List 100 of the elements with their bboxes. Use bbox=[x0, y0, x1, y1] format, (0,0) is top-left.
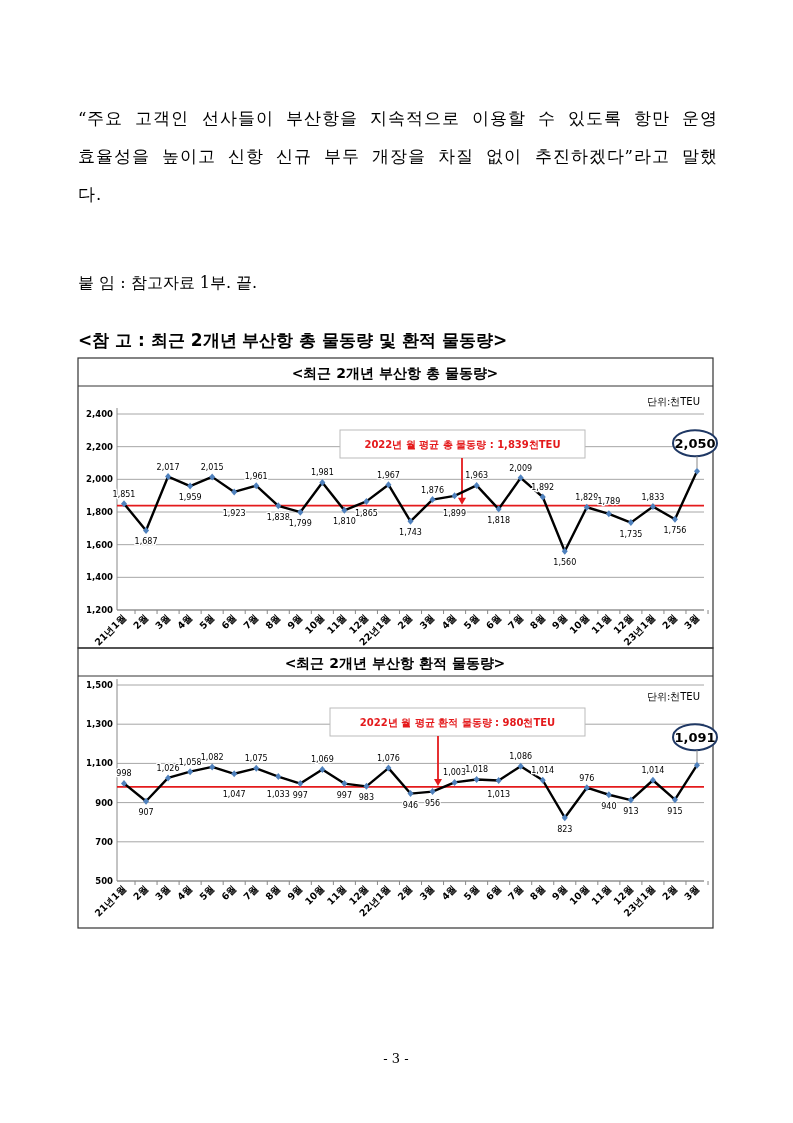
x-tick-label: 8월 bbox=[527, 611, 548, 632]
y-tick-label: 900 bbox=[95, 797, 114, 808]
x-tick-label: 5월 bbox=[461, 882, 482, 903]
data-label: 2,017 bbox=[156, 462, 180, 472]
x-tick-label: 9월 bbox=[549, 882, 570, 903]
x-tick-label: 7월 bbox=[241, 611, 261, 632]
data-label: 1,818 bbox=[487, 516, 511, 526]
x-tick-label: 8월 bbox=[263, 882, 283, 903]
x-tick-label: 2월 bbox=[130, 611, 151, 632]
y-tick-label: 1,200 bbox=[86, 605, 114, 615]
y-tick-label: 1,800 bbox=[86, 507, 114, 517]
data-label: 1,069 bbox=[310, 755, 334, 765]
x-tick-label: 6월 bbox=[483, 882, 504, 903]
text: - 3 - bbox=[383, 1051, 409, 1066]
data-label: 915 bbox=[667, 806, 683, 816]
data-label: 1,892 bbox=[531, 482, 555, 492]
x-tick-label: 2월 bbox=[395, 882, 415, 903]
x-tick-label: 3월 bbox=[152, 611, 173, 632]
data-label: 1,756 bbox=[663, 526, 687, 536]
y-tick-label: 1,400 bbox=[86, 572, 114, 583]
y-tick-label: 2,400 bbox=[86, 409, 114, 419]
x-tick-label: 5월 bbox=[461, 611, 482, 632]
x-tick-label: 6월 bbox=[483, 611, 504, 632]
data-label: 823 bbox=[557, 824, 573, 834]
text: “주요 고객인 선사들이 부산항을 지속적으로 이용할 수 있도록 항만 운영 효율성을 높이고 신항 신규 부두 개장을 차질 없이 추진하겠다”라고 말했다. bbox=[78, 109, 718, 204]
y-tick-label: 1,500 bbox=[86, 680, 114, 690]
data-label: 907 bbox=[138, 808, 154, 818]
data-label: 946 bbox=[402, 800, 419, 810]
x-tick-label: 7월 bbox=[505, 882, 526, 903]
x-tick-label: 4월 bbox=[175, 611, 195, 632]
x-tick-label: 7월 bbox=[505, 611, 526, 632]
data-label: 1,899 bbox=[443, 508, 467, 518]
x-tick-label: 6월 bbox=[219, 611, 239, 632]
x-tick-label: 4월 bbox=[175, 882, 195, 903]
y-tick-label: 2,200 bbox=[86, 441, 114, 452]
x-tick-label: 4월 bbox=[439, 882, 459, 903]
data-label: 1,963 bbox=[465, 471, 489, 481]
data-label: 913 bbox=[623, 807, 639, 817]
ref-line-label: 2022년 월 평균 총 물동량 : 1,839천TEU bbox=[364, 439, 561, 450]
data-label: 1,838 bbox=[266, 512, 290, 522]
data-label: 997 bbox=[336, 790, 353, 800]
text: <참 고 : 최근 2개년 부산항 총 물동량 및 환적 물동량> bbox=[78, 330, 508, 350]
y-tick-label: 2,000 bbox=[86, 474, 114, 485]
data-label: 2,015 bbox=[200, 462, 224, 472]
data-label: 1,865 bbox=[354, 508, 378, 518]
x-tick-label: 2월 bbox=[659, 882, 680, 903]
data-label: 1,082 bbox=[200, 752, 224, 762]
data-label: 1,013 bbox=[487, 789, 511, 799]
data-label: 983 bbox=[358, 793, 375, 803]
data-label: 1,687 bbox=[134, 537, 158, 547]
x-tick-label: 9월 bbox=[285, 882, 305, 903]
x-tick-label: 9월 bbox=[285, 611, 305, 632]
x-tick-label: 5월 bbox=[197, 611, 217, 632]
data-label: 997 bbox=[292, 790, 308, 800]
data-label: 1,743 bbox=[399, 528, 422, 538]
data-label: 1,981 bbox=[310, 468, 334, 478]
x-tick-label: 3월 bbox=[417, 611, 437, 632]
x-tick-label: 3월 bbox=[681, 882, 702, 903]
data-label: 1,014 bbox=[641, 766, 665, 776]
data-label: 2,050 bbox=[674, 436, 716, 452]
x-tick-label: 3월 bbox=[681, 611, 702, 632]
data-label: 1,967 bbox=[377, 470, 400, 480]
y-tick-label: 500 bbox=[95, 876, 114, 886]
x-tick-label: 8월 bbox=[263, 611, 283, 632]
y-tick-label: 1,100 bbox=[86, 758, 114, 769]
data-label: 940 bbox=[601, 801, 617, 811]
annotation: 단위:천TEU bbox=[646, 691, 700, 702]
data-label: 1,026 bbox=[156, 763, 180, 773]
text: 단위:천TEU bbox=[646, 396, 700, 407]
data-label: 1,959 bbox=[178, 493, 202, 503]
x-tick-label: 6월 bbox=[219, 882, 239, 903]
data-label: 2,009 bbox=[509, 463, 533, 473]
data-label: 1,923 bbox=[222, 508, 246, 518]
data-label: 1,876 bbox=[421, 485, 444, 495]
x-tick-label: 7월 bbox=[241, 882, 261, 903]
data-label: 998 bbox=[116, 769, 132, 779]
x-tick-label: 8월 bbox=[527, 882, 548, 903]
x-tick-label: 3월 bbox=[152, 882, 173, 903]
y-tick-label: 700 bbox=[95, 836, 114, 847]
x-tick-label: 3월 bbox=[417, 882, 437, 903]
data-label: 1,003 bbox=[443, 768, 467, 778]
data-label: 1,047 bbox=[222, 789, 246, 799]
data-label: 1,076 bbox=[377, 754, 400, 764]
ref-line-label: 2022년 월 평균 환적 물동량 : 980천TEU bbox=[359, 717, 556, 728]
data-label: 1,033 bbox=[266, 789, 290, 799]
x-tick-label: 2월 bbox=[130, 882, 151, 903]
data-label: 1,091 bbox=[674, 730, 716, 746]
data-label: 1,829 bbox=[575, 493, 599, 503]
chart-title: <최근 2개년 부산항 총 물동량> bbox=[291, 365, 499, 381]
data-label: 1,086 bbox=[509, 752, 533, 762]
y-tick-label: 1,300 bbox=[86, 719, 114, 730]
data-label: 1,851 bbox=[112, 489, 136, 499]
data-label: 956 bbox=[424, 798, 441, 808]
data-label: 1,810 bbox=[332, 517, 356, 527]
data-label: 1,560 bbox=[553, 558, 577, 568]
data-label: 976 bbox=[579, 773, 595, 783]
y-tick-label: 1,600 bbox=[86, 539, 114, 550]
x-tick-label: 9월 bbox=[549, 611, 570, 632]
data-label: 1,789 bbox=[597, 496, 621, 506]
x-tick-label: 4월 bbox=[439, 611, 459, 632]
